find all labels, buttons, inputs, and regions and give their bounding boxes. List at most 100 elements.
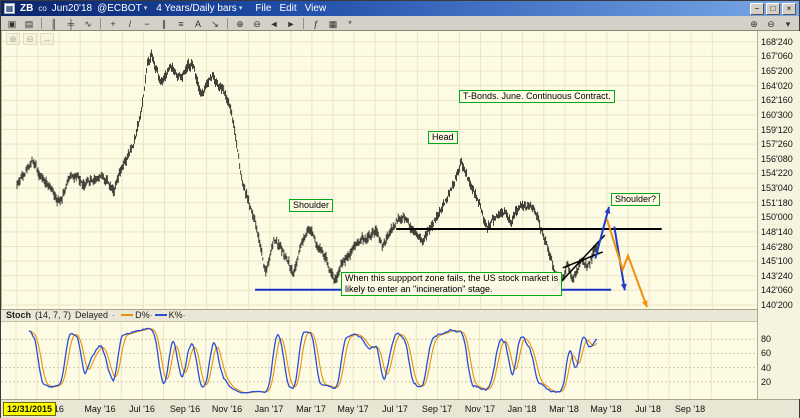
zoom-range-in-icon[interactable]: ⊕ [746,16,762,30]
menu-item-file[interactable]: File [255,2,272,14]
horizontal-line-icon[interactable]: − [139,16,155,30]
stoch-name-label: Stoch [6,310,32,320]
projection-down-blue-arrow[interactable] [613,226,627,291]
main-toolbar: ▣ ▤ ║ ╪ ∿ + / − ∥ ≡ A ↘ ⊕ ⊖ ◄ ► ƒ ▦ * ⊕ ⊖ ▾ [1,16,799,31]
zoom-out-icon[interactable]: ⊖ [249,16,265,30]
channel-icon[interactable]: ∥ [156,16,172,30]
x-axis-tick-label: Sep '18 [674,404,706,414]
price-axis-label: 140'200 [761,300,793,311]
period-label[interactable]: 4 Years/Daily bars [156,2,237,14]
x-axis-tick-label: Sep '17 [421,404,453,414]
price-axis-label: 160'300 [761,109,793,120]
toolbar-right-group: ⊕ ⊖ ▾ [746,16,796,30]
price-axis-label: 154'220 [761,168,793,179]
x-axis-tick-label: Sep '16 [169,404,201,414]
price-axis-label: 153'040 [761,183,793,194]
d-series-label[interactable]: D% [135,310,150,320]
maximize-button[interactable]: □ [766,2,780,15]
scroll-right-icon[interactable]: ► [283,16,299,30]
contract-label[interactable]: Jun20'18 [51,2,93,14]
price-axis-label: 156'080 [761,153,793,164]
chart-overlay-tools: ⊕ ⊖ ↔ [6,33,54,45]
stoch-d-line [28,328,598,394]
separator-dot: · [182,310,186,320]
window-controls: − □ × [750,2,796,15]
line-chart-icon[interactable]: ∿ [80,16,96,30]
stoch-axis-label: 40 [761,362,772,373]
toolbar-separator [41,17,42,29]
period-dropdown-icon[interactable]: ▾ [238,4,243,12]
open-chart-icon[interactable]: ▣ [4,16,20,30]
fibonacci-icon[interactable]: ≡ [173,16,189,30]
title-bar: ▦ ZB co Jun20'18 @ECBOT ▾ 4 Years/Daily … [1,1,799,16]
price-axis-label: 159'120 [761,124,793,135]
x-axis-tick-label: Jul '16 [129,404,155,414]
grid-toggle-icon[interactable]: ▦ [325,16,341,30]
projection-up-blue-arrow[interactable] [594,206,611,259]
price-axis-label: 148'140 [761,226,793,237]
x-axis-tick-label: May '17 [337,404,369,414]
x-axis-tick-label: Nov '17 [464,404,496,414]
x-axis-tick-label: Mar '18 [549,404,579,414]
projection-down-orange-arrow[interactable] [605,218,648,308]
stoch-indicator-panel[interactable] [1,322,757,399]
stoch-axis-label: 20 [761,376,772,387]
x-axis-tick-label: Jan '18 [507,404,537,414]
indicator-icon[interactable]: ƒ [308,16,324,30]
trendline-icon[interactable]: / [122,16,138,30]
separator-dot: · [112,310,116,320]
close-button[interactable]: × [782,2,796,15]
zoom-range-out-icon[interactable]: ⊖ [763,16,779,30]
head-label[interactable]: Head [428,131,458,144]
stoch-canvas[interactable] [1,322,757,399]
left-shoulder-label[interactable]: Shoulder [289,199,334,212]
symbol-dropdown-icon[interactable]: ▾ [143,4,148,12]
crosshair-icon[interactable]: + [105,16,121,30]
support-note[interactable]: When this suppport zone fails, the US st… [341,272,563,296]
settings-icon[interactable]: * [342,16,358,30]
pan-overlay-icon[interactable]: ↔ [40,33,54,45]
arrow-annotation-icon[interactable]: ↘ [207,16,223,30]
contract-note[interactable]: T-Bonds. June. Continuous Contract. [459,90,615,103]
price-axis: 168'240 167'060 165'200 164'020 162'160 160'3… [757,31,800,399]
price-axis-label: 146'280 [761,241,793,252]
x-axis-tick-label: May '16 [84,404,116,414]
toolbar-separator [227,17,228,29]
price-axis-label: 143'240 [761,270,793,281]
scroll-left-icon[interactable]: ◄ [266,16,282,30]
price-axis-label: 157'260 [761,139,793,150]
price-axis-label: 151'180 [761,197,793,208]
app-icon: ▦ [4,3,15,14]
stoch-params-label: (14, 7, 7) [35,310,72,320]
stoch-indicator-header: Stoch (14, 7, 7) Delayed · D% · K% · [1,309,757,322]
text-annotation-icon[interactable]: A [190,16,206,30]
x-axis-tick-label: Jan '17 [254,404,284,414]
price-axis-label: 142'060 [761,285,793,296]
stoch-axis-label: 60 [761,348,772,359]
price-chart-panel[interactable]: ⊕ ⊖ ↔ T-Bonds. June. Continuous Contract. H… [1,31,758,309]
zoom-out-overlay-icon[interactable]: ⊖ [23,33,37,45]
panel-dropdown-icon[interactable]: ▾ [780,16,796,30]
zoom-in-icon[interactable]: ⊕ [232,16,248,30]
symbol-label[interactable]: ZB [20,2,34,14]
toolbar-separator [303,17,304,29]
menu-item-edit[interactable]: Edit [279,2,297,14]
x-axis-tick-label: Nov '16 [211,404,243,414]
exchange-label[interactable]: @ECBOT [97,2,142,14]
k-series-label[interactable]: K% [168,310,183,320]
print-icon[interactable]: ▤ [21,16,37,30]
candlestick-icon[interactable]: ╪ [63,16,79,30]
price-axis-label: 162'160 [761,95,793,106]
symbol-suffix-label: co [38,3,47,13]
zoom-in-overlay-icon[interactable]: ⊕ [6,33,20,45]
price-chart-canvas[interactable] [2,31,758,309]
minimize-button[interactable]: − [750,2,764,15]
stoch-grid-lines [1,322,757,399]
bar-chart-icon[interactable]: ║ [46,16,62,30]
toolbar-separator [100,17,101,29]
price-axis-label: 165'200 [761,66,793,76]
right-shoulder-label[interactable]: Shoulder? [611,193,661,206]
menu-item-view[interactable]: View [304,2,327,14]
stoch-status-label: Delayed [75,310,109,320]
